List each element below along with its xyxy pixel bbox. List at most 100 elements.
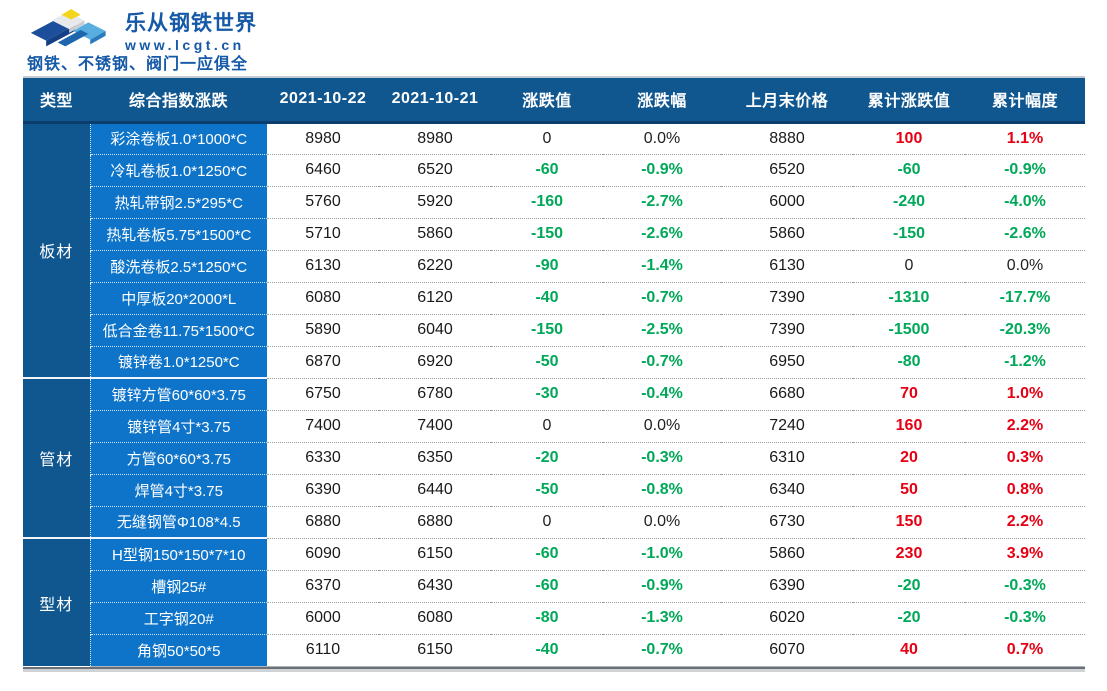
change-pct-cell: -2.7% [603, 185, 721, 218]
table-row: 槽钢25# 6370 6430 -60 -0.9% 6390 -20 -0.3% [23, 569, 1085, 602]
last-month-price-cell: 7390 [721, 281, 853, 314]
cum-change-cell: -150 [853, 217, 965, 250]
price-1021-cell: 8980 [417, 129, 453, 147]
table-row: 角钢50*50*5 6110 6150 -40 -0.7% 6070 40 0.7% [23, 633, 1085, 667]
cum-pct-cell: 0.8% [965, 473, 1085, 506]
price-1021-cell: 7400 [379, 409, 491, 442]
type-group-cell: 板材 [23, 122, 90, 378]
price-1022-cell: 6000 [267, 601, 379, 634]
price-1022-cell: 6330 [267, 441, 379, 474]
brand-text-block: 乐从钢铁世界 www.lcgt.cn [125, 12, 257, 53]
change-pct-cell: -0.7% [603, 345, 721, 378]
price-1022-cell: 5760 [267, 185, 379, 218]
table-row: 方管60*60*3.75 6330 6350 -20 -0.3% 6310 20 0.3% [23, 441, 1085, 474]
change-value-cell: -20 [491, 441, 603, 474]
cum-change-cell: 0 [853, 249, 965, 282]
table-row: 镀锌卷1.0*1250*C 6870 6920 -50 -0.7% 6950 -80 -1.2… [23, 345, 1085, 378]
column-header-5: 涨跌幅 [603, 78, 721, 124]
change-pct-cell: -0.7% [603, 281, 721, 314]
cum-pct-cell: 1.0% [965, 377, 1085, 410]
change-pct-cell: -0.9% [603, 569, 721, 602]
product-name-cell: 低合金卷11.75*1500*C [89, 313, 267, 346]
price-1022-cell: 6390 [267, 473, 379, 506]
product-name-cell: 焊管4寸*3.75 [89, 473, 267, 506]
change-pct-cell: -0.3% [603, 441, 721, 474]
price-1022-cell: 7400 [267, 409, 379, 442]
product-name-cell: H型钢150*150*7*10 [89, 537, 267, 570]
price-1022-cell: 6370 [267, 569, 379, 602]
last-month-price-cell: 5860 [721, 217, 853, 250]
cum-change-cell: 160 [853, 409, 965, 442]
last-month-price-cell: 6130 [721, 249, 853, 282]
cum-change-cell: 20 [853, 441, 965, 474]
table-row: 酸洗卷板2.5*1250*C 6130 6220 -90 -1.4% 6130 0 0.0% [23, 249, 1085, 282]
column-header-8: 累计幅度 [965, 78, 1085, 124]
table-row: 型材 H型钢150*150*7*10 6090 6150 -60 -1.0% 5860 230… [23, 537, 1085, 666]
brand-logo: 乐从钢铁世界 www.lcgt.cn [27, 6, 257, 54]
cum-change-cell: -240 [853, 185, 965, 218]
price-1021-cell: 6220 [379, 249, 491, 282]
table-row: 热轧卷板5.75*1500*C 5710 5860 -150 -2.6% 5860 -150… [23, 217, 1085, 250]
cum-change-cell: 100 [895, 129, 923, 147]
last-month-price-cell: 6950 [721, 345, 853, 378]
cum-pct-cell: 1.1% [1006, 129, 1044, 147]
change-value-cell: -60 [491, 537, 603, 570]
cum-pct-cell: -4.0% [965, 185, 1085, 218]
cum-pct-cell: 0.0% [965, 249, 1085, 282]
price-1021-cell: 6040 [379, 313, 491, 346]
table-body: 板材 彩涂卷板1.0*1000*C 8980 8980 0 0.0% 8880 100 1.1%… [23, 122, 1085, 667]
price-1022-cell: 6090 [267, 537, 379, 570]
column-header-4: 涨跌值 [491, 78, 603, 124]
cum-pct-cell: 0.7% [965, 633, 1085, 667]
product-name-cell: 无缝钢管Φ108*4.5 [89, 505, 267, 538]
cum-change-cell: 50 [853, 473, 965, 506]
brand-tagline: 钢铁、不锈钢、阀门一应俱全 [27, 56, 249, 73]
cum-change-cell: -20 [853, 601, 965, 634]
product-name-cell: 槽钢25# [89, 569, 267, 602]
cum-pct-cell: -0.3% [965, 601, 1085, 634]
price-1021-cell: 6150 [379, 633, 491, 667]
price-1021-cell: 6920 [379, 345, 491, 378]
type-group-cell: 型材 [23, 537, 90, 666]
table-row: 焊管4寸*3.75 6390 6440 -50 -0.8% 6340 50 0.8% [23, 473, 1085, 506]
brand-name: 乐从钢铁世界 [125, 12, 257, 35]
price-1022-cell: 6460 [267, 153, 379, 186]
price-1021-cell: 6150 [379, 537, 491, 570]
price-1021-cell: 5860 [379, 217, 491, 250]
last-month-price-cell: 6020 [721, 601, 853, 634]
change-value-cell: -50 [491, 345, 603, 378]
column-header-0: 类型 [23, 78, 90, 124]
cum-pct-cell: 0.3% [965, 441, 1085, 474]
last-month-price-cell: 7240 [721, 409, 853, 442]
product-name-cell: 酸洗卷板2.5*1250*C [89, 249, 267, 282]
cum-pct-cell: -0.3% [965, 569, 1085, 602]
column-header-1: 综合指数涨跌 [90, 78, 267, 124]
last-month-price-cell: 6310 [721, 441, 853, 474]
cum-pct-cell: -0.9% [965, 153, 1085, 186]
price-1021-cell: 6120 [379, 281, 491, 314]
change-value-cell: -160 [491, 185, 603, 218]
change-value-cell: -90 [491, 249, 603, 282]
price-1022-cell: 6750 [267, 377, 379, 410]
change-pct-cell: -0.9% [603, 153, 721, 186]
change-pct-cell: 0.0% [603, 505, 721, 538]
product-name-cell: 彩涂卷板1.0*1000*C [89, 122, 267, 154]
change-pct-cell: -2.5% [603, 313, 721, 346]
product-name-cell: 角钢50*50*5 [89, 633, 267, 667]
cum-pct-cell: -20.3% [965, 313, 1085, 346]
change-value-cell: -40 [491, 281, 603, 314]
top-banner: 乐从钢铁世界 www.lcgt.cn 钢铁、不锈钢、阀门一应俱全 [0, 0, 1107, 76]
table-row: 热轧带钢2.5*295*C 5760 5920 -160 -2.7% 6000 -240 -4… [23, 185, 1085, 218]
table-row: 冷轧卷板1.0*1250*C 6460 6520 -60 -0.9% 6520 -60 -0.… [23, 153, 1085, 186]
cum-pct-cell: -17.7% [965, 281, 1085, 314]
cum-pct-cell: 3.9% [965, 537, 1085, 570]
last-month-price-cell: 6000 [721, 185, 853, 218]
table-row: 镀锌管4寸*3.75 7400 7400 0 0.0% 7240 160 2.2% [23, 409, 1085, 442]
product-name-cell: 热轧卷板5.75*1500*C [89, 217, 267, 250]
price-1021-cell: 6350 [379, 441, 491, 474]
product-name-cell: 方管60*60*3.75 [89, 441, 267, 474]
last-month-price-cell: 6730 [721, 505, 853, 538]
table-row: 管材 镀锌方管60*60*3.75 6750 6780 -30 -0.4% 6680 70 1.… [23, 377, 1085, 538]
price-1021-cell: 6440 [379, 473, 491, 506]
change-pct-cell: 0.0% [603, 409, 721, 442]
